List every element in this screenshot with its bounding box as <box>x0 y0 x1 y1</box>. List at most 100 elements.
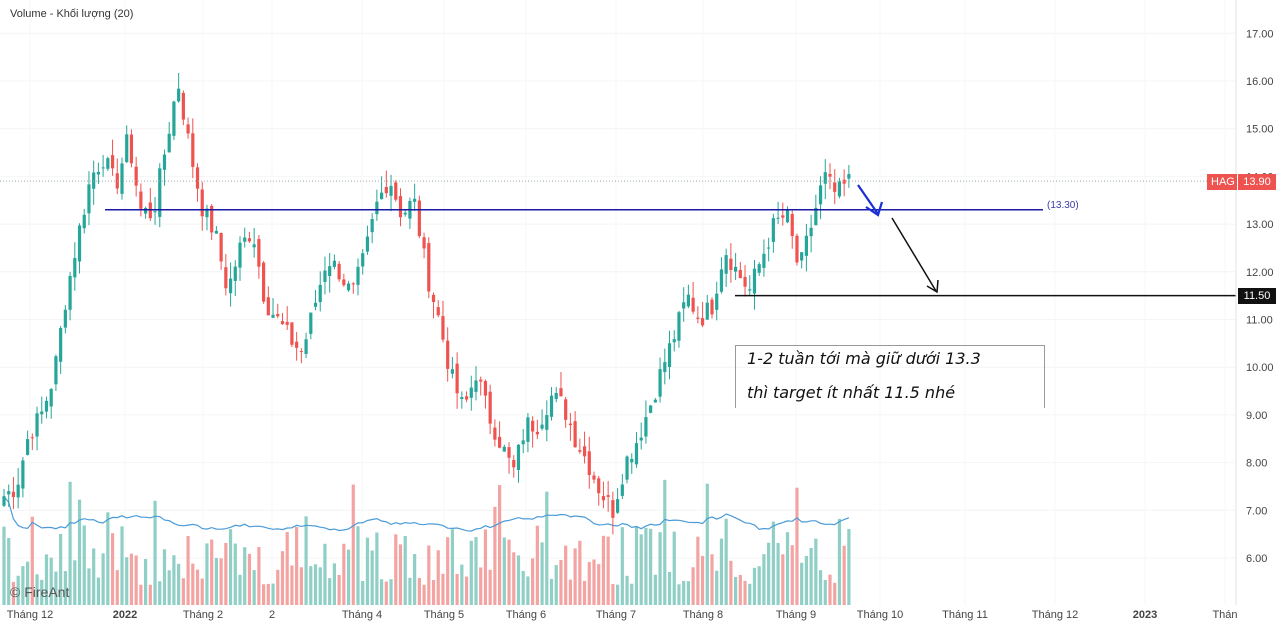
volume-bar <box>158 581 162 605</box>
volume-bar <box>441 573 445 605</box>
candle-body <box>554 392 558 399</box>
candle-body <box>757 264 761 273</box>
volume-bar <box>431 580 436 605</box>
volume-bar <box>134 555 138 605</box>
volume-bar <box>63 571 67 605</box>
volume-bar <box>252 570 256 605</box>
candle-body <box>781 215 785 218</box>
candle-body <box>2 496 6 506</box>
candle-body <box>526 417 530 442</box>
volume-bar <box>110 533 115 605</box>
volume-bar <box>483 529 488 605</box>
volume-bar <box>148 584 152 605</box>
volume-bar <box>77 499 82 605</box>
candle-body <box>228 278 233 294</box>
volume-bar <box>186 535 190 605</box>
volume-bar <box>389 579 393 605</box>
candle-body <box>800 252 804 261</box>
volume-bar <box>191 563 195 605</box>
volume-bar <box>809 547 813 605</box>
candle-body <box>332 260 336 267</box>
candle-body <box>214 230 218 234</box>
candle-body <box>606 495 610 497</box>
volume-bar <box>332 563 336 605</box>
volume-bar <box>436 550 440 605</box>
volume-bar <box>247 553 252 605</box>
candle-body <box>446 340 450 369</box>
volume-bar <box>139 584 143 605</box>
last-price-tag: 13.90 <box>1238 174 1276 190</box>
volume-bar <box>233 543 237 605</box>
volume-bar <box>573 548 577 605</box>
candle-body <box>49 389 53 407</box>
candle-body <box>738 269 742 279</box>
volume-bar <box>828 574 832 605</box>
volume-bar <box>120 526 124 605</box>
candle-body <box>153 211 157 213</box>
candle-body <box>205 208 209 218</box>
volume-bar <box>464 576 469 605</box>
volume-bar <box>115 570 119 605</box>
volume-bar <box>762 554 766 605</box>
time-axis: Tháng 12 2022 Tháng 2 2 Tháng 4 Tháng 5 Tháng … <box>7 609 1238 621</box>
candle-body <box>658 369 662 397</box>
candle-body <box>568 423 572 426</box>
volume-bar <box>601 535 606 605</box>
candle-body <box>653 399 657 403</box>
price-tick-label: 7.00 <box>1246 505 1267 517</box>
candle-body <box>96 171 100 175</box>
volume-bar <box>516 555 521 605</box>
volume-bar <box>59 533 63 605</box>
volume-bar <box>658 532 662 605</box>
candle-body <box>285 321 289 325</box>
time-tick-label: Thán <box>1212 609 1237 621</box>
candle-body <box>266 297 270 316</box>
candle-body <box>181 92 185 120</box>
volume-bar <box>842 545 846 605</box>
candle-body <box>667 343 672 367</box>
volume-bar <box>96 577 100 605</box>
volume-bar <box>11 581 16 605</box>
candle-body <box>498 436 502 448</box>
volume-bar <box>280 551 285 605</box>
candle-body <box>790 214 794 237</box>
volume-bar <box>323 543 327 605</box>
candle-body <box>469 387 473 398</box>
volume-bar <box>847 528 851 605</box>
volume-bar <box>554 565 558 605</box>
candle-body <box>601 496 606 501</box>
candle-body <box>686 294 690 307</box>
volume-bar <box>49 557 53 605</box>
volume-bar <box>719 538 724 605</box>
volume-bar <box>507 539 511 605</box>
candle-body <box>30 437 34 439</box>
volume-bar <box>479 567 483 605</box>
volume-bar <box>342 543 346 605</box>
candle-body <box>719 269 724 292</box>
candle-body <box>125 134 129 163</box>
candle-body <box>318 284 322 303</box>
volume-bar <box>818 570 823 605</box>
volume-bar <box>549 578 554 605</box>
volume-bar <box>502 537 506 605</box>
candle-body <box>559 388 563 397</box>
volume-bar <box>767 542 771 605</box>
volume-bar <box>804 555 808 605</box>
volume-bar <box>474 537 478 605</box>
candle-body <box>474 380 478 392</box>
time-tick-label: 2022 <box>113 609 137 621</box>
price-tick-label: 16.00 <box>1246 76 1274 88</box>
volume-bar <box>384 581 388 605</box>
candle-body <box>767 247 771 249</box>
volume-bar <box>724 518 728 605</box>
volume-bar <box>44 554 49 605</box>
candle-body <box>252 244 256 248</box>
volume-bar <box>68 481 72 605</box>
volume-bar <box>582 580 587 605</box>
candle-body <box>191 133 195 167</box>
annotation-box[interactable]: 1-2 tuần tới mà giữ dưới 13.3 thì target… <box>735 345 1045 408</box>
volume-bar <box>564 545 568 605</box>
candle-body <box>82 214 86 229</box>
candle-body <box>144 207 148 214</box>
